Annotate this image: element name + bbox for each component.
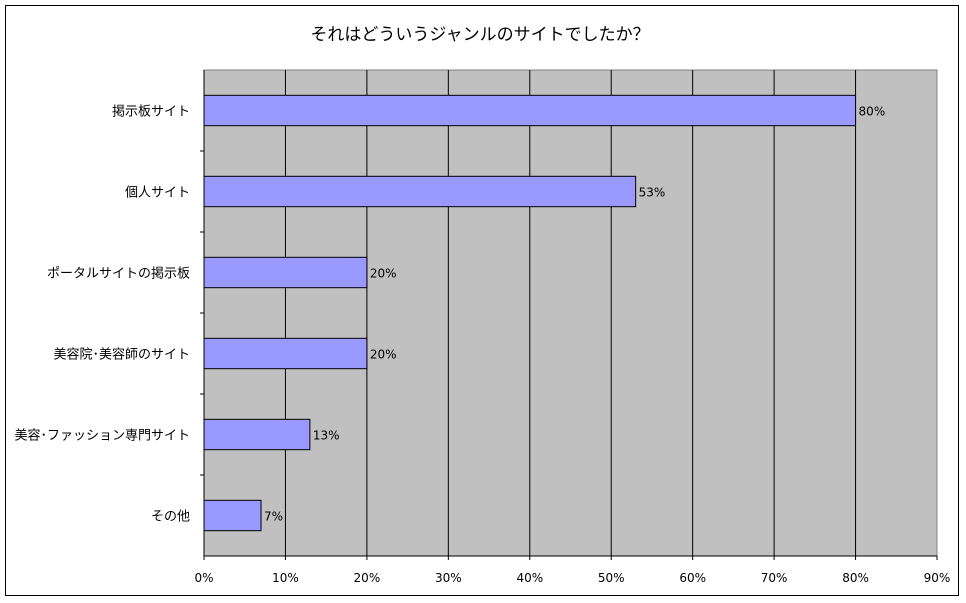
x-tick-label: 80% xyxy=(842,571,869,585)
x-tick-label: 50% xyxy=(598,571,625,585)
x-tick-label: 90% xyxy=(924,571,951,585)
category-label: 掲示板サイト xyxy=(112,104,190,120)
x-tick-label: 0% xyxy=(194,571,213,585)
bar xyxy=(203,418,311,451)
chart-title: それはどういうジャンルのサイトでしたか？ xyxy=(310,25,649,45)
x-tick-label: 70% xyxy=(761,571,788,585)
x-tick-label: 30% xyxy=(435,571,462,585)
data-label: 13% xyxy=(313,429,340,443)
category-label: その他 xyxy=(151,510,190,525)
x-tick-label: 20% xyxy=(354,571,381,585)
data-label: 20% xyxy=(370,348,397,362)
x-tick-label: 60% xyxy=(679,571,706,585)
data-label: 53% xyxy=(639,186,666,200)
bar xyxy=(203,94,857,127)
category-label: ポータルサイトの掲示板 xyxy=(47,266,190,282)
plot-background xyxy=(203,69,938,557)
bar xyxy=(203,337,368,370)
plot-area: 0% 10% 20% 30% 40% 50% 60% 70% 80% 90% 掲示板サイト 80% 個人… xyxy=(14,69,951,585)
bar xyxy=(203,499,262,532)
data-label: 20% xyxy=(370,267,397,281)
bar xyxy=(203,256,368,289)
data-label: 7% xyxy=(264,510,283,524)
bar xyxy=(203,175,637,208)
data-label: 80% xyxy=(859,105,886,119)
category-label: 美容院･美容師のサイト xyxy=(53,347,190,363)
x-tick-label: 10% xyxy=(272,571,299,585)
x-tick-label: 40% xyxy=(516,571,543,585)
category-label: 美容･ファッション専門サイト xyxy=(14,428,190,444)
category-label: 個人サイト xyxy=(125,186,190,201)
